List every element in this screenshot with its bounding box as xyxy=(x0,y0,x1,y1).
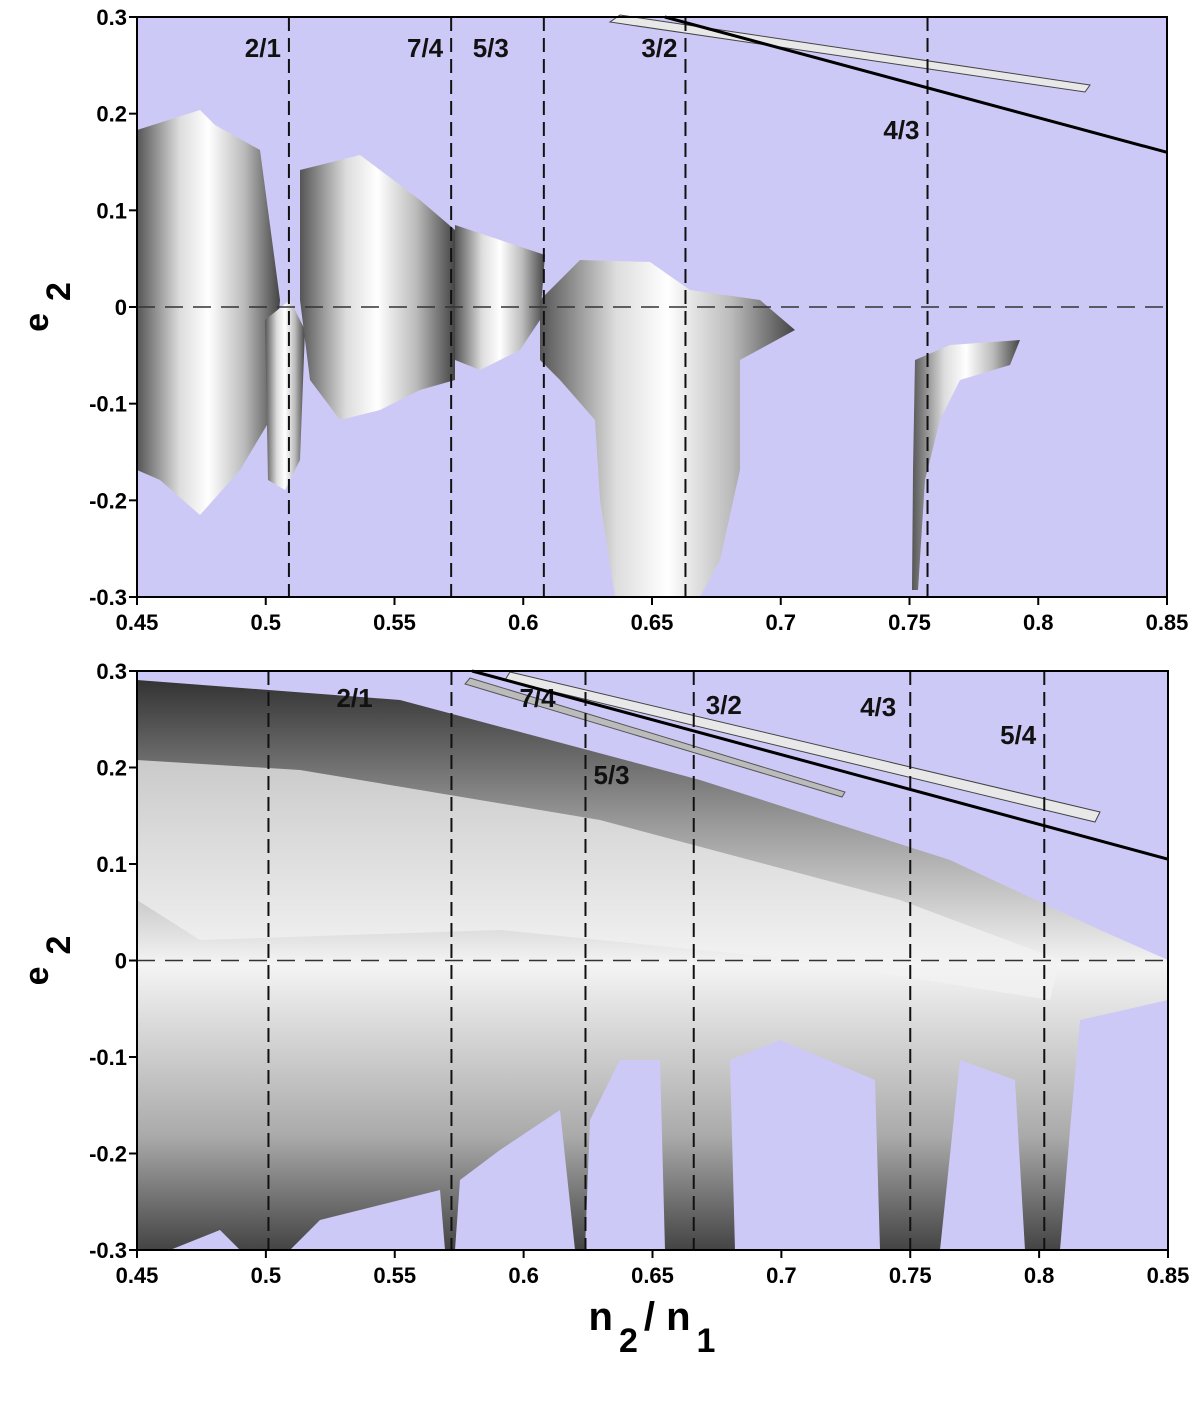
x-tick-label: 0.55 xyxy=(373,610,416,635)
stability-regions xyxy=(137,14,1168,1250)
x-tick-label: 0.45 xyxy=(116,610,159,635)
boundary-line xyxy=(664,15,1168,154)
x-tick-label: 0.7 xyxy=(765,610,796,635)
y-tick-label: 0 xyxy=(115,295,127,320)
x-tick-label: 0.65 xyxy=(631,610,674,635)
resonance-label: 2/1 xyxy=(336,683,372,713)
y-tick-label: 0.2 xyxy=(96,756,127,781)
x-tick-label: 0.85 xyxy=(1147,1263,1190,1288)
y-axis-label: e2 xyxy=(18,282,78,332)
y-axis-label-main: e xyxy=(18,967,56,986)
y-tick-label: -0.1 xyxy=(89,392,127,417)
y-axis-label-main: e xyxy=(18,313,56,332)
resonance-label: 5/4 xyxy=(1000,720,1037,750)
boundary-line xyxy=(471,669,1169,861)
x-tick-label: 0.55 xyxy=(373,1263,416,1288)
x-tick-label: 0.45 xyxy=(116,1263,159,1288)
y-tick-label: 0.2 xyxy=(96,102,127,127)
y-tick-label: -0.1 xyxy=(89,1045,127,1070)
x-tick-label: 0.5 xyxy=(251,1263,282,1288)
x-tick-label: 0.5 xyxy=(250,610,281,635)
x-tick-label: 0.6 xyxy=(508,610,539,635)
y-axis-label: e2 xyxy=(18,936,78,986)
resonance-label: 5/3 xyxy=(593,760,629,790)
x-tick-label: 0.7 xyxy=(766,1263,797,1288)
y-tick-label: 0.3 xyxy=(96,659,127,684)
y-tick-label: -0.3 xyxy=(89,1238,127,1263)
x-tick-label: 0.8 xyxy=(1024,1263,1055,1288)
resonance-label: 5/3 xyxy=(473,33,509,63)
x-axis-label-part: 2 xyxy=(619,1322,638,1360)
resonance-label: 3/2 xyxy=(641,33,677,63)
resonance-label: 3/2 xyxy=(706,690,742,720)
resonance-label: 4/3 xyxy=(883,115,919,145)
x-axis-label-part: 1 xyxy=(697,1322,716,1360)
x-axis-label-part: / n xyxy=(644,1295,691,1339)
resonance-label: 7/4 xyxy=(407,33,444,63)
y-tick-label: 0.1 xyxy=(96,852,127,877)
resonance-label: 4/3 xyxy=(860,692,896,722)
x-tick-label: 0.65 xyxy=(631,1263,674,1288)
y-tick-label: -0.3 xyxy=(89,585,127,610)
y-tick-label: -0.2 xyxy=(89,488,127,513)
y-axis-label-sub: 2 xyxy=(40,936,78,955)
y-axis-label-sub: 2 xyxy=(40,282,78,301)
y-tick-label: 0.1 xyxy=(96,198,127,223)
x-tick-label: 0.6 xyxy=(508,1263,539,1288)
x-tick-label: 0.75 xyxy=(889,1263,932,1288)
resonance-label: 2/1 xyxy=(245,33,281,63)
y-tick-label: -0.2 xyxy=(89,1142,127,1167)
x-axis-label-part: n xyxy=(589,1295,613,1339)
x-tick-label: 0.8 xyxy=(1023,610,1054,635)
x-tick-label: 0.85 xyxy=(1146,610,1189,635)
y-tick-label: 0 xyxy=(115,949,127,974)
x-axis-label: n2/ n1 xyxy=(589,1295,716,1360)
x-tick-label: 0.75 xyxy=(888,610,931,635)
y-tick-label: 0.3 xyxy=(96,5,127,30)
